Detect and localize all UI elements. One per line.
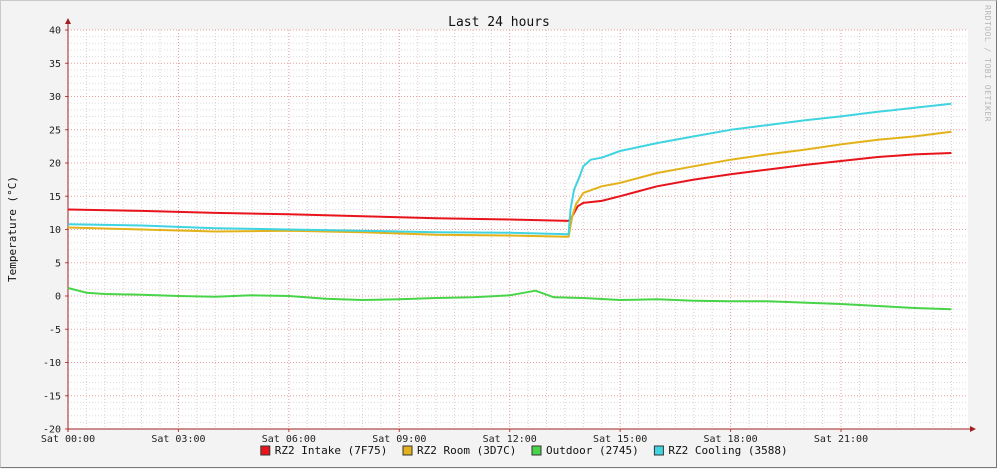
chart-title: Last 24 hours — [448, 15, 550, 30]
legend-label-1: RZ2 Room (3D7C) — [417, 444, 516, 457]
y-tick-label: -20 — [43, 425, 61, 436]
x-tick-label: Sat 09:00 — [372, 434, 426, 445]
x-tick-label: Sat 15:00 — [593, 434, 647, 445]
y-tick-label: 15 — [49, 192, 61, 203]
series-lines — [67, 102, 952, 311]
y-tick-label: 40 — [49, 26, 61, 37]
axes — [65, 18, 976, 432]
y-axis-arrow — [65, 18, 71, 24]
x-tick-label: Sat 18:00 — [703, 434, 757, 445]
tick-labels: -20 -15 -10 -5 0 5 10 15 20 25 30 35 40 Sat 00:00 Sat … — [41, 26, 868, 446]
legend-label-0: RZ2 Intake (7F75) — [275, 444, 388, 457]
y-tick-label: 25 — [49, 125, 61, 136]
x-tick-label: Sat 21:00 — [814, 434, 868, 445]
y-tick-label: -10 — [43, 358, 61, 369]
series-line-0 — [67, 152, 952, 222]
y-tick-label: 0 — [55, 292, 61, 303]
grid — [67, 29, 968, 430]
legend-label-2: Outdoor (2745) — [546, 444, 639, 457]
legend-swatch-2 — [531, 445, 542, 456]
series-line-2 — [67, 287, 952, 311]
y-tick-label: 35 — [49, 59, 61, 70]
y-tick-label: -15 — [43, 391, 61, 402]
y-tick-label: 30 — [49, 92, 61, 103]
x-tick-label: Sat 06:00 — [262, 434, 316, 445]
y-tick-label: -5 — [49, 325, 61, 336]
y-tick-label: 20 — [49, 159, 61, 170]
series-line-1 — [67, 130, 952, 238]
legend-label-3: RZ2 Cooling (3588) — [668, 444, 787, 457]
x-tick-label: Sat 00:00 — [41, 434, 95, 445]
series-line-3 — [67, 102, 952, 236]
x-axis-arrow — [970, 426, 976, 432]
legend-swatch-1 — [402, 445, 413, 456]
y-axis-label: Temperature (°C) — [6, 176, 19, 282]
legend-swatch-0 — [260, 445, 271, 456]
rrdtool-watermark: RRDTOOL / TOBI OETIKER — [983, 5, 992, 122]
y-tick-label: 5 — [55, 258, 61, 269]
x-tick-label: Sat 03:00 — [151, 434, 205, 445]
y-tick-label: 10 — [49, 225, 61, 236]
x-tick-label: Sat 12:00 — [483, 434, 537, 445]
legend-swatch-3 — [653, 445, 664, 456]
legend: RZ2 Intake (7F75) RZ2 Room (3D7C) Outdoor … — [260, 444, 788, 457]
